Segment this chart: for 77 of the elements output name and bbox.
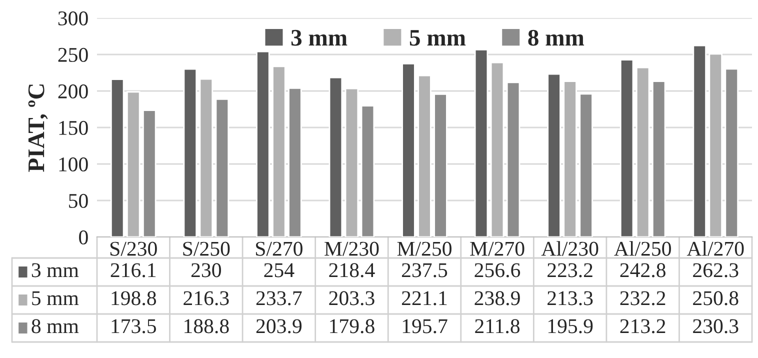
legend-label: 3 mm (291, 30, 348, 46)
bar (474, 48, 488, 237)
x-tick-label: Al/230 (541, 241, 598, 256)
data-label: 237.5 (402, 263, 448, 278)
bar (692, 44, 706, 237)
data-label: 216.3 (184, 291, 229, 306)
bar (110, 78, 124, 237)
bar (547, 73, 561, 237)
bar (199, 78, 214, 237)
legend-label: 8 mm (528, 30, 584, 46)
text: 8 mm (32, 319, 79, 334)
y-tick-label: 0 (79, 230, 88, 244)
bar (328, 76, 343, 237)
y-axis-title: PIAT, ºC (28, 84, 48, 172)
bar (490, 62, 504, 237)
data-label: 198.8 (112, 291, 156, 306)
bar (563, 80, 577, 237)
data-label: 262.3 (693, 263, 738, 278)
bar (579, 93, 593, 237)
bar (215, 98, 230, 237)
data-label: 256.6 (474, 263, 520, 278)
data-label: 179.8 (330, 319, 374, 334)
data-label: 203.3 (329, 291, 374, 306)
x-tick-label: S/230 (110, 242, 157, 256)
y-tick-label: 50 (69, 194, 88, 208)
text: 5 mm (32, 291, 79, 306)
x-tick-label: Al/250 (614, 241, 671, 256)
bar (708, 53, 722, 237)
data-label: 223.2 (548, 263, 592, 278)
bar (418, 74, 432, 237)
y-tick-label: 300 (58, 11, 88, 26)
y-tick-label: 200 (58, 84, 88, 98)
data-label: 254 (264, 263, 294, 278)
data-label: 188.8 (184, 319, 229, 334)
bar (402, 62, 416, 237)
bar (360, 105, 375, 237)
bar (288, 87, 302, 237)
x-tick-label: S/270 (256, 242, 302, 256)
data-label: 195.9 (548, 319, 593, 334)
data-label: 233.7 (256, 291, 302, 306)
bar (272, 66, 286, 237)
bar (434, 93, 448, 237)
bar (506, 82, 520, 237)
bar (652, 80, 666, 237)
data-label: 221.1 (402, 291, 447, 306)
data-label: 242.8 (620, 263, 666, 278)
data-label: 203.9 (256, 319, 302, 334)
y-tick-label: 250 (58, 48, 88, 62)
data-label: 250.8 (693, 291, 738, 306)
bar (142, 110, 156, 237)
bar (724, 68, 739, 237)
bar (183, 68, 198, 237)
y-tick-label: 100 (59, 157, 88, 172)
data-label: 216.1 (110, 263, 156, 278)
bar (636, 66, 650, 237)
bar (256, 50, 270, 237)
x-tick-label: Al/270 (686, 241, 744, 256)
x-tick-label: M/250 (397, 242, 452, 256)
data-label: 213.3 (548, 291, 593, 306)
data-label: 195.7 (402, 319, 448, 334)
x-tick-label: M/270 (470, 242, 524, 256)
data-label: 213.2 (620, 319, 666, 334)
data-label: 230 (191, 263, 221, 278)
data-label: 230.3 (693, 319, 738, 334)
bar (344, 88, 359, 237)
data-label: 218.4 (329, 263, 375, 278)
bar (620, 59, 634, 237)
data-label: 232.2 (620, 291, 666, 306)
data-label: 238.9 (474, 291, 520, 306)
data-label: 211.8 (475, 319, 520, 334)
data-label: 173.5 (112, 319, 156, 334)
x-tick-label: M/230 (324, 242, 379, 256)
text: 3 mm (32, 263, 79, 278)
y-tick-label: 150 (59, 120, 88, 135)
legend-label: 5 mm (410, 30, 466, 46)
bar (126, 91, 140, 237)
x-tick-label: S/250 (183, 242, 230, 256)
